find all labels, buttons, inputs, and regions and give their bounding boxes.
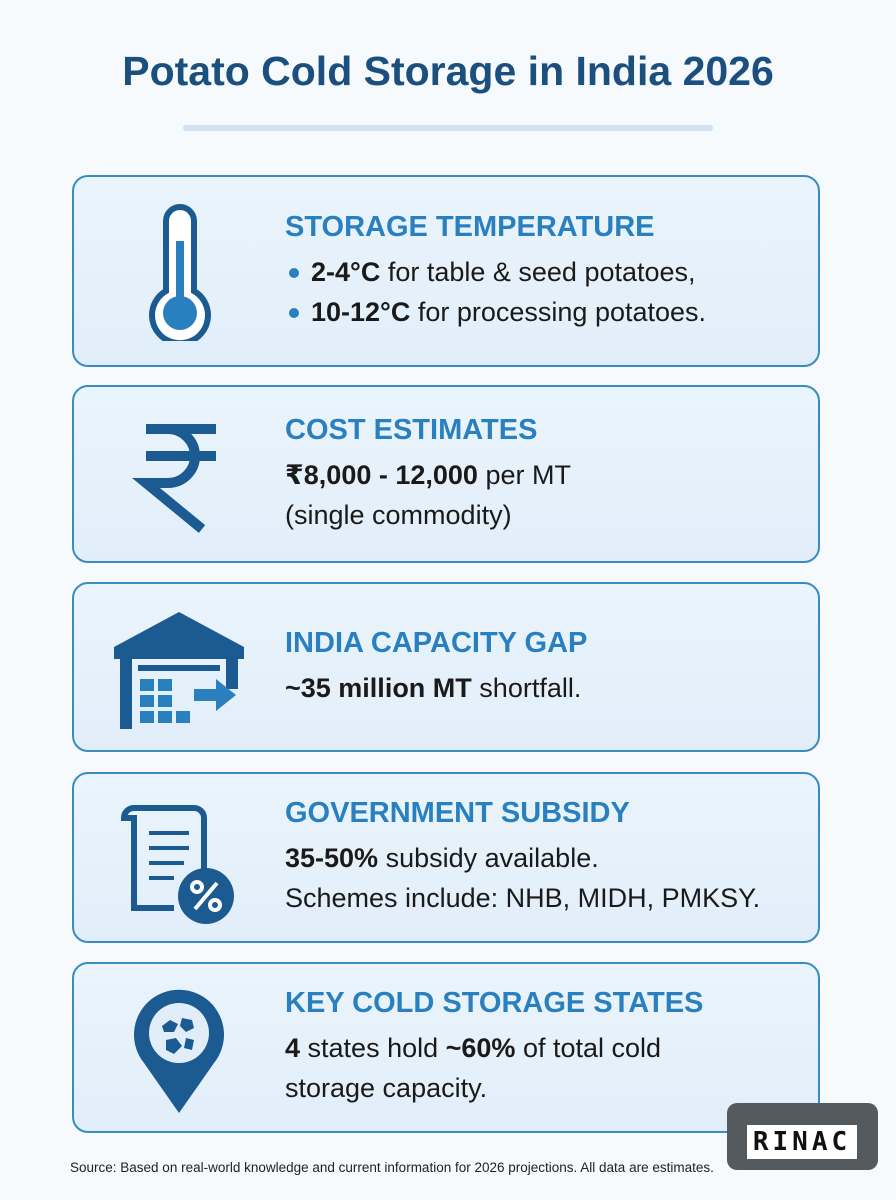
subsidy-document-icon [120,804,234,924]
card-line: 4 states hold ~60% of total cold [285,1028,808,1068]
info-card: COST ESTIMATES ₹8,000 - 12,000 per MT (sin… [72,385,820,563]
text: of total cold [515,1033,662,1063]
title: Potato Cold Storage in India 2026 [122,48,774,94]
text: shortfall. [471,672,582,703]
bold-text: 10-12°C [311,296,411,327]
bold-text: ~60% [445,1033,516,1063]
text: for processing potatoes. [410,296,707,327]
card-heading: GOVERNMENT SUBSIDY [285,797,630,829]
map-pin-icon [134,989,224,1113]
card-content: GOVERNMENT SUBSIDY 35-50% subsidy availab… [285,774,808,941]
text: (single commodity) [285,499,512,530]
card-content: INDIA CAPACITY GAP ~35 million MT shortfa… [285,584,808,750]
rupee-icon [132,424,216,533]
card-heading: COST ESTIMATES [285,413,538,446]
bold-text: ~35 million MT [285,672,472,703]
card-heading: INDIA CAPACITY GAP [285,626,588,659]
card-line: 2-4°C for table & seed potatoes, [285,252,808,292]
source: Source: Based on real-world knowledge an… [70,1160,714,1175]
card-line: ~35 million MT shortfall. [285,668,808,708]
card-content: COST ESTIMATES ₹8,000 - 12,000 per MT (sin… [285,387,808,561]
warehouse-icon [114,612,244,729]
info-card: STORAGE TEMPERATURE 2-4°C for table & see… [72,175,820,367]
card-content: KEY COLD STORAGE STATES 4 states hold ~60… [285,964,808,1131]
bold-text: 4 [285,1033,301,1063]
text: for table & seed potatoes, [380,256,696,287]
card-line: (single commodity) [285,495,808,535]
text: Schemes include: NHB, MIDH, PMKSY. [285,883,761,913]
info-card: GOVERNMENT SUBSIDY 35-50% subsidy availab… [72,772,820,943]
text: per MT [477,459,571,490]
title-rule [183,125,713,131]
info-card: INDIA CAPACITY GAP ~35 million MT shortfa… [72,582,820,752]
info-card: KEY COLD STORAGE STATES 4 states hold ~60… [72,962,820,1133]
card-line: 10-12°C for processing potatoes. [285,292,808,332]
logo-text: RINAC [747,1125,857,1159]
text: storage capacity. [285,1073,488,1103]
thermometer-icon [149,204,211,341]
bold-text: ₹8,000 - 12,000 [285,459,478,490]
bold-text: 35-50% [285,843,379,873]
card-heading: KEY COLD STORAGE STATES [285,987,704,1019]
text: states hold [300,1033,446,1063]
card-line: ₹8,000 - 12,000 per MT [285,455,808,495]
text: subsidy available. [378,843,599,873]
card-heading: STORAGE TEMPERATURE [285,210,655,243]
card-line: Schemes include: NHB, MIDH, PMKSY. [285,878,808,918]
card-line: 35-50% subsidy available. [285,838,808,878]
bold-text: 2-4°C [311,256,381,287]
card-line: storage capacity. [285,1068,808,1108]
logo: RINAC [727,1103,878,1170]
card-content: STORAGE TEMPERATURE 2-4°C for table & see… [285,177,808,365]
